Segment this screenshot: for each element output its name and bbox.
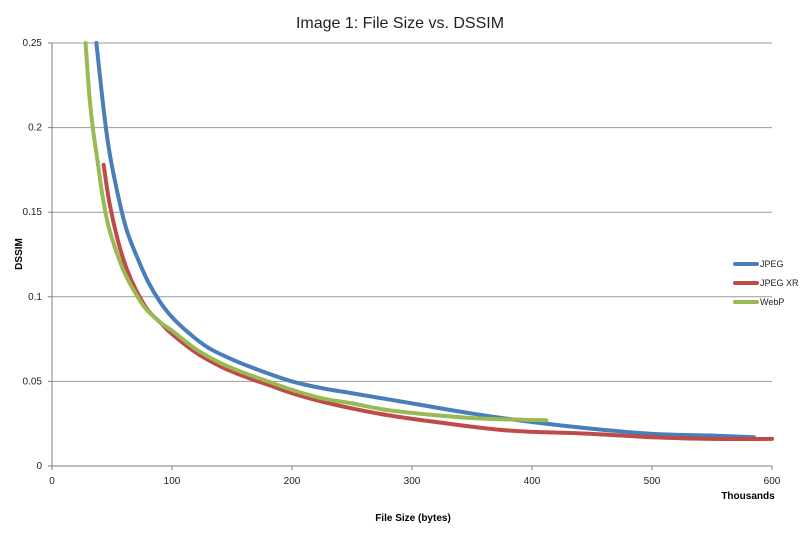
x-tick-label: 300 xyxy=(404,476,421,487)
x-tick-label: 600 xyxy=(764,476,781,487)
y-tick-label: 0.15 xyxy=(23,207,43,218)
x-tick-label: 400 xyxy=(524,476,541,487)
x-axis-title: File Size (bytes) xyxy=(375,513,451,524)
x-tick-label: 0 xyxy=(49,476,55,487)
legend-label-jpeg: JPEG xyxy=(760,259,784,269)
x-tick-label: 200 xyxy=(284,476,301,487)
chart-title: Image 1: File Size vs. DSSIM xyxy=(296,15,504,32)
y-tick-label: 0.1 xyxy=(28,292,42,303)
y-tick-label: 0.2 xyxy=(28,123,42,134)
x-display-unit-label: Thousands xyxy=(721,491,775,502)
series-group xyxy=(83,41,774,442)
series-line-jpeg-xr xyxy=(101,162,774,442)
x-tick-label: 100 xyxy=(164,476,181,487)
x-tick-label: 500 xyxy=(644,476,661,487)
y-tick-label: 0.05 xyxy=(23,376,43,387)
y-axis-title: DSSIM xyxy=(14,238,25,270)
y-tick-label: 0.25 xyxy=(23,38,43,49)
series-line-webp xyxy=(83,41,549,423)
y-tick-label: 0 xyxy=(36,461,42,472)
gridlines xyxy=(48,42,773,470)
legend-label-webp: WebP xyxy=(760,297,784,307)
series-line-jpeg xyxy=(94,41,756,440)
legend-label-jpeg-xr: JPEG XR xyxy=(760,278,799,288)
